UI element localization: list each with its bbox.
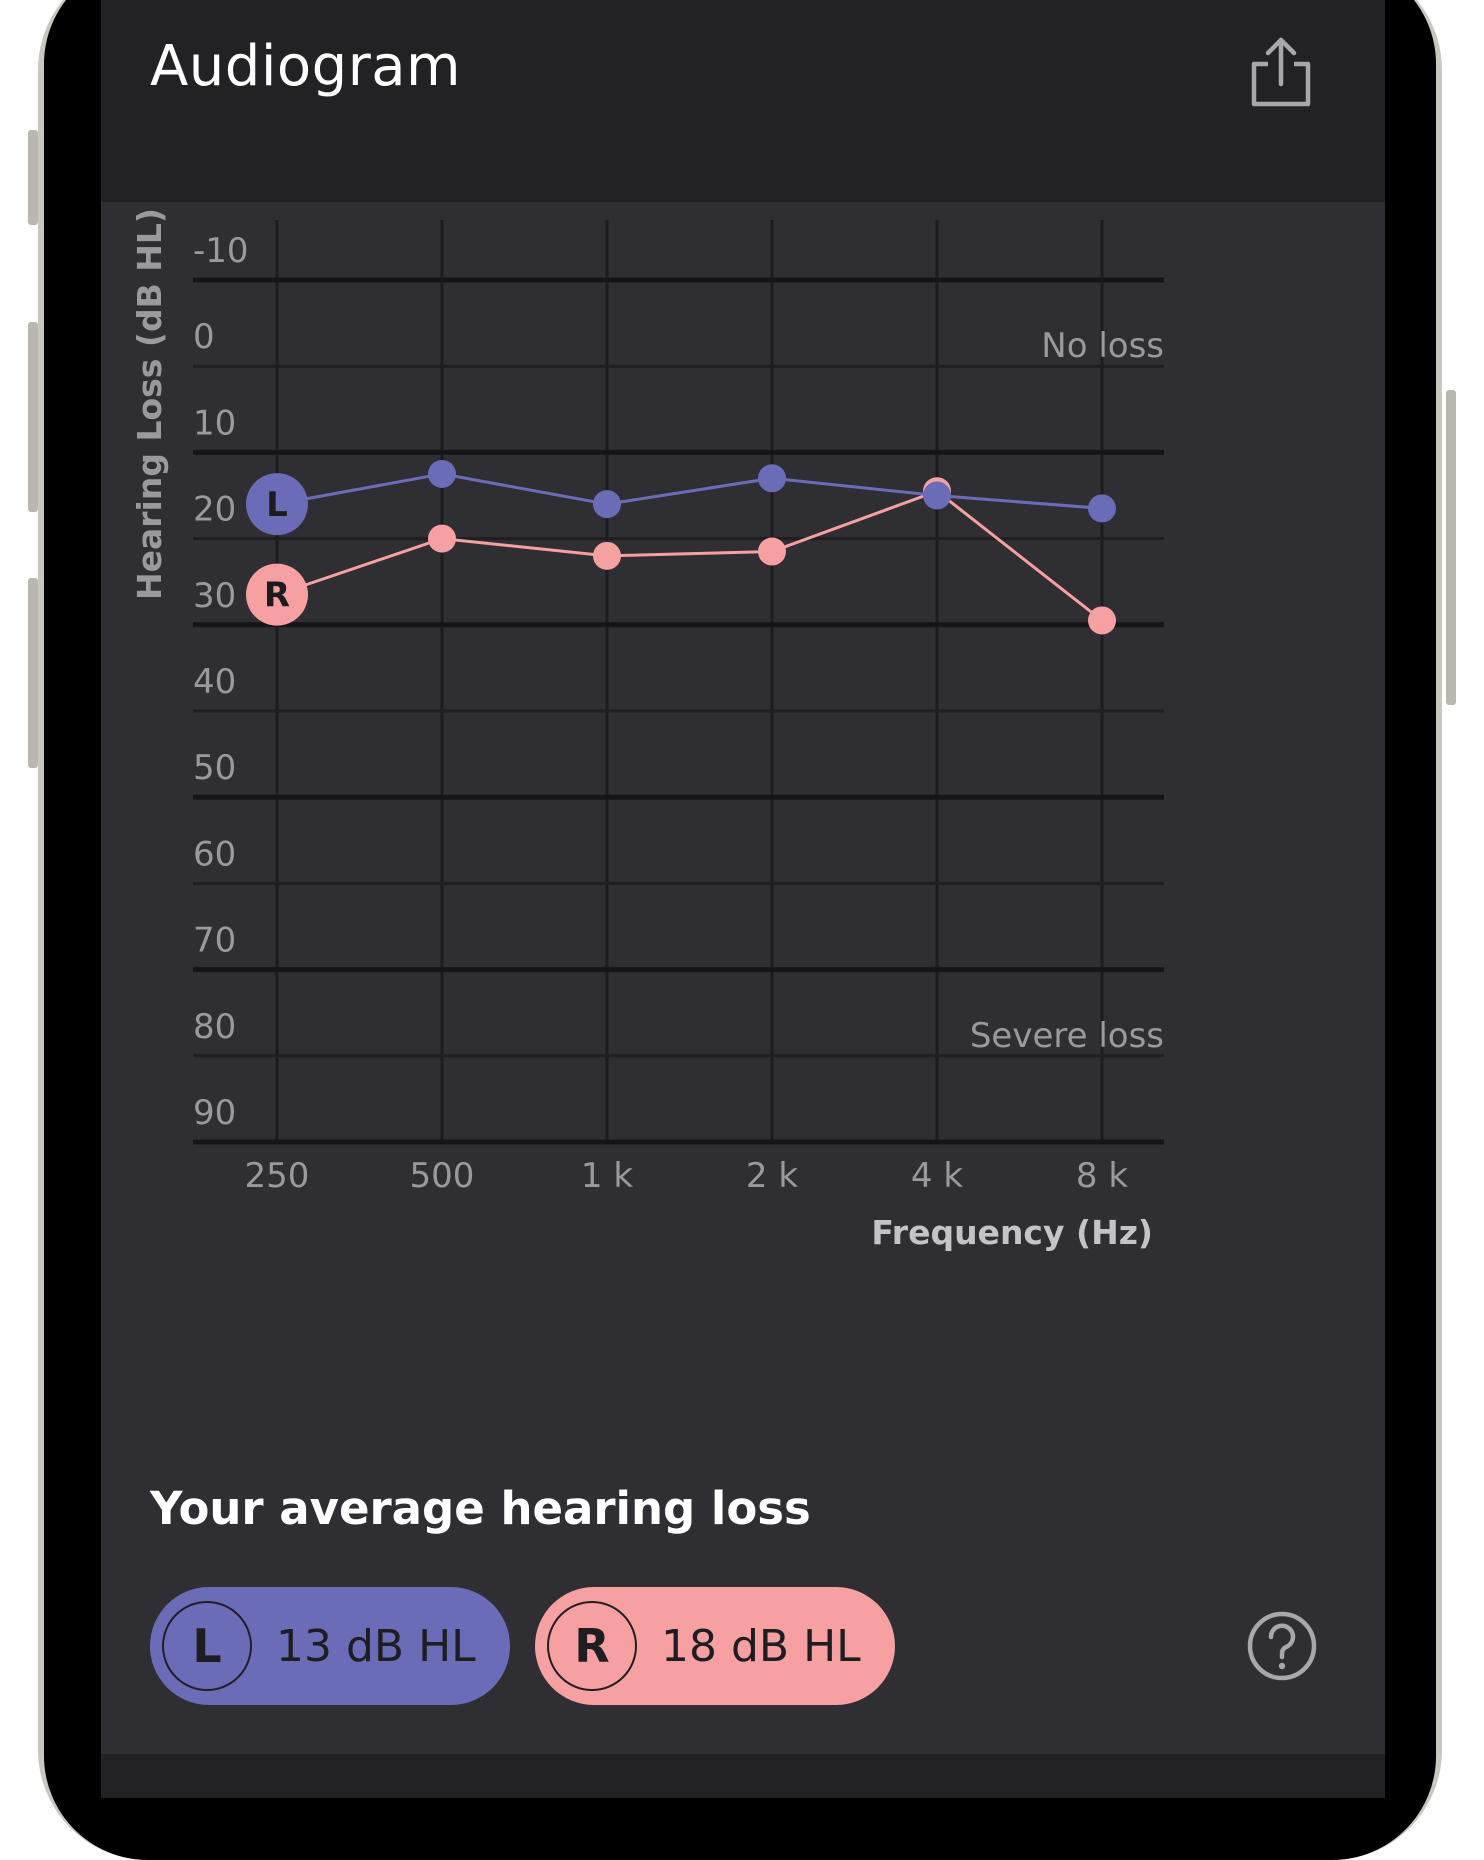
power-button bbox=[1446, 390, 1456, 705]
y-tick-label: 90 bbox=[193, 1093, 236, 1133]
y-tick-label: 40 bbox=[193, 662, 236, 702]
action-button bbox=[28, 130, 38, 225]
data-point-l[interactable] bbox=[1088, 494, 1116, 523]
series-marker-r[interactable] bbox=[246, 563, 308, 626]
series-line-l bbox=[276, 472, 1103, 510]
y-tick-label: 60 bbox=[193, 834, 236, 874]
volume-down-button bbox=[28, 578, 38, 768]
x-tick-label: 500 bbox=[410, 1156, 475, 1196]
series-marker-label: L bbox=[266, 485, 288, 525]
x-tick-label: 250 bbox=[245, 1156, 310, 1196]
series-marker-l[interactable] bbox=[246, 473, 308, 536]
share-button[interactable] bbox=[1241, 34, 1321, 110]
series-marker-label: R bbox=[264, 576, 290, 616]
app-header: Audiogram bbox=[101, 0, 1385, 202]
left-ear-badge: L bbox=[162, 1601, 252, 1691]
y-tick-label: 0 bbox=[193, 317, 215, 357]
no-loss-annotation: No loss bbox=[1041, 326, 1164, 366]
x-axis-label: Frequency (Hz) bbox=[871, 1213, 1153, 1252]
x-tick-label: 4 k bbox=[911, 1156, 963, 1196]
x-tick-label: 2 k bbox=[746, 1156, 798, 1196]
right-ear-average-pill[interactable]: R 18 dB HL bbox=[535, 1587, 895, 1705]
app-screen: Audiogram -10 0 10 20 30 40 50 60 70 80 90 250 500 1 … bbox=[101, 0, 1385, 1798]
y-tick-label: 30 bbox=[193, 576, 236, 616]
y-tick-label: 10 bbox=[193, 403, 236, 443]
data-point-r[interactable] bbox=[758, 537, 786, 566]
series-line-r bbox=[276, 489, 1103, 622]
right-ear-badge: R bbox=[547, 1601, 637, 1691]
data-point-l[interactable] bbox=[428, 459, 456, 488]
data-point-r[interactable] bbox=[1088, 606, 1116, 635]
right-ear-average-value: 18 dB HL bbox=[661, 1620, 861, 1672]
y-tick-label: 20 bbox=[193, 490, 236, 530]
left-ear-average-value: 13 dB HL bbox=[276, 1620, 476, 1672]
help-button[interactable] bbox=[1246, 1610, 1318, 1682]
next-section-edge bbox=[101, 1754, 1385, 1798]
x-tick-label: 1 k bbox=[581, 1156, 633, 1196]
left-ear-average-pill[interactable]: L 13 dB HL bbox=[150, 1587, 510, 1705]
volume-up-button bbox=[28, 322, 38, 512]
y-tick-label: 80 bbox=[193, 1007, 236, 1047]
audiogram-card: -10 0 10 20 30 40 50 60 70 80 90 250 500 1 k 2 k 4 k 8 k… bbox=[101, 202, 1385, 1754]
page-title: Audiogram bbox=[150, 34, 462, 99]
data-point-l[interactable] bbox=[923, 481, 951, 510]
share-icon bbox=[1251, 37, 1311, 107]
data-point-l[interactable] bbox=[593, 490, 621, 519]
x-tick-label: 8 k bbox=[1076, 1156, 1128, 1196]
data-point-r[interactable] bbox=[593, 541, 621, 570]
y-tick-label: -10 bbox=[193, 231, 249, 271]
average-hearing-loss-title: Your average hearing loss bbox=[150, 1482, 811, 1535]
help-icon bbox=[1247, 1611, 1317, 1681]
y-tick-label: 70 bbox=[193, 921, 236, 961]
y-axis-label: Hearing Loss (dB HL) bbox=[130, 208, 169, 600]
data-point-r[interactable] bbox=[428, 524, 456, 553]
severe-loss-annotation: Severe loss bbox=[970, 1016, 1164, 1056]
y-tick-label: 50 bbox=[193, 748, 236, 788]
data-point-l[interactable] bbox=[758, 464, 786, 493]
